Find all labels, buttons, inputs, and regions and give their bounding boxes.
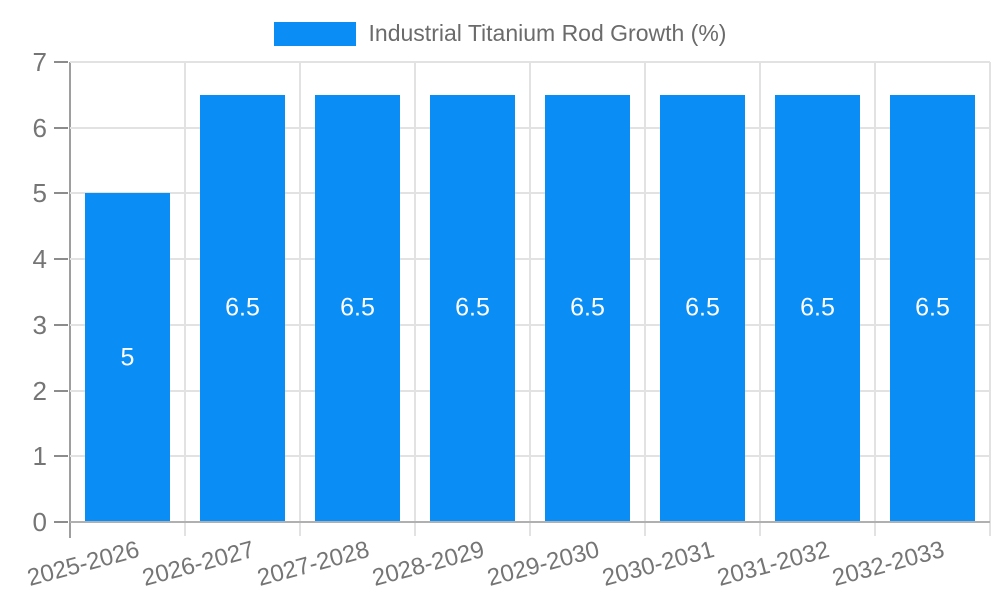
x-tick-label: 2030-2031 [599,536,717,592]
bar-value-label: 6.5 [340,293,375,322]
y-tick-mark [54,323,68,326]
bar: 6.5 [890,94,975,522]
y-tick-mark [54,455,68,458]
bar-value-label: 6.5 [225,293,260,322]
h-gridline [70,192,990,195]
plot-area: 0 1 2 3 4 5 6 7 5 6.5 6.5 6.5 6.5 6.5 6.5 6.5 2025-2026 2… [24,49,991,592]
h-gridline [70,323,990,326]
h-gridline [70,455,990,458]
y-tick-mark [54,258,68,261]
bar: 6.5 [430,94,515,522]
x-tick-label: 2029-2030 [484,536,602,592]
h-gridline [70,126,990,129]
bar: 6.5 [775,94,860,522]
y-tick-label: 7 [32,47,47,77]
bar: 6.5 [545,94,630,522]
h-gridline [70,61,990,63]
legend-label: Industrial Titanium Rod Growth (%) [368,20,727,46]
y-tick-label: 1 [32,441,47,472]
bar-value-label: 6.5 [800,293,835,322]
v-gridline [299,62,301,536]
bar-value-label: 6.5 [685,293,720,322]
x-tick-label: 2031-2032 [714,536,832,592]
x-tick-label: 2026-2027 [139,536,257,592]
y-tick-mark [54,192,68,195]
bar: 6.5 [660,94,745,522]
bar: 6.5 [200,94,285,522]
h-gridline [70,389,990,392]
y-tick-label: 5 [32,178,47,209]
legend[interactable]: Industrial Titanium Rod Growth (%) [0,20,1000,48]
bar-value-label: 6.5 [570,293,605,322]
y-tick-label: 3 [32,309,47,340]
v-gridline [759,62,761,536]
v-gridline [414,62,416,536]
x-tick-label: 2027-2028 [254,536,372,592]
x-tick-label: 2032-2033 [829,536,947,592]
v-gridline [184,62,186,536]
y-tick-label: 0 [32,507,47,537]
bar-value-label: 6.5 [455,293,490,322]
v-gridline [529,62,531,536]
y-tick-label: 4 [32,244,47,275]
y-tick-label: 6 [32,112,47,143]
y-tick-label: 2 [32,375,47,406]
v-gridline [874,62,876,536]
bar: 5 [85,193,170,522]
x-tick-label: 2028-2029 [369,536,487,592]
bar-value-label: 6.5 [915,293,950,322]
bar-value-label: 5 [120,343,135,372]
v-gridline [644,62,646,536]
y-tick-mark [54,389,68,392]
y-axis-line [69,62,71,538]
y-tick-mark [54,61,68,63]
h-gridline [70,258,990,261]
v-gridline [989,62,991,536]
x-axis-line [70,521,990,523]
legend-swatch-icon [273,21,356,46]
bar: 6.5 [315,94,400,522]
y-tick-mark [54,126,68,129]
y-tick-mark [54,521,68,523]
x-tick-label: 2025-2026 [24,536,142,592]
